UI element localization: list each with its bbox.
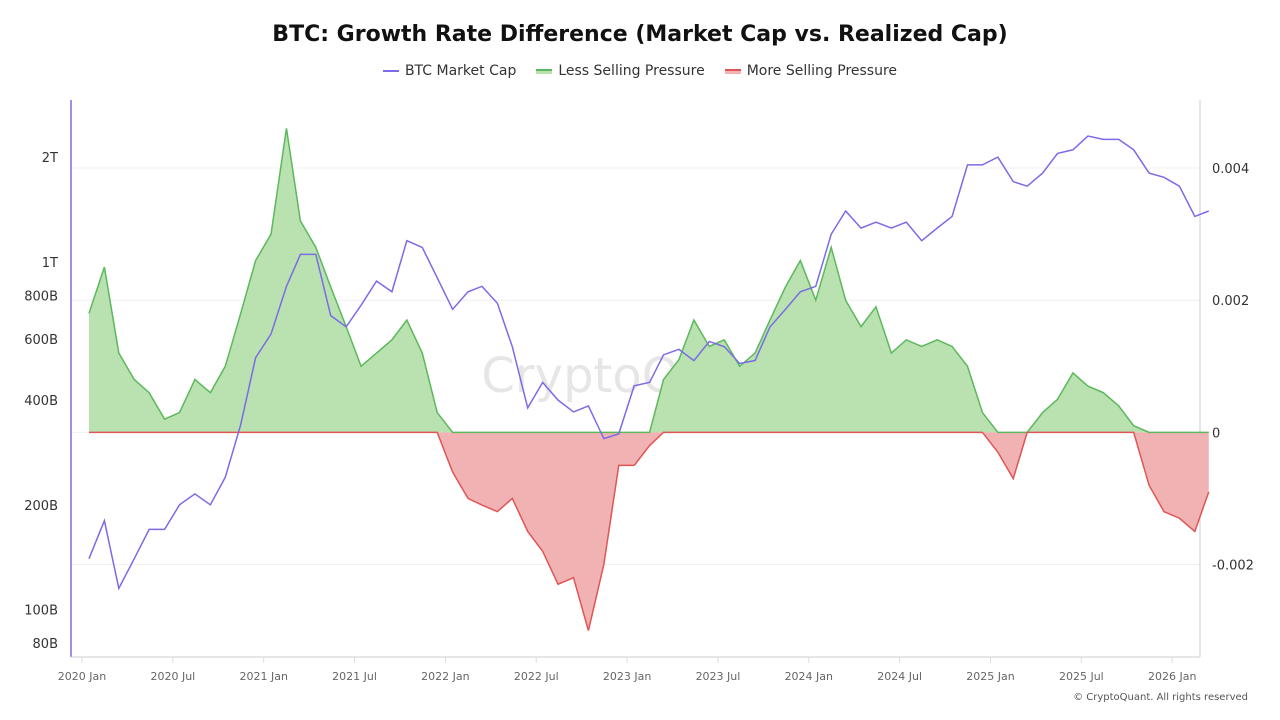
x-tick-label: 2024 Jul: [877, 670, 922, 683]
right-tick-label: 0.004: [1212, 162, 1249, 177]
right-tick-label: -0.002: [1212, 558, 1254, 573]
left-tick-label: 1T: [42, 256, 58, 271]
less-selling-line: [88, 128, 1209, 434]
x-tick-label: 2024 Jan: [785, 670, 833, 683]
legend-swatch: [382, 70, 399, 72]
legend: BTC Market Cap Less Selling Pressure Mor…: [0, 63, 1280, 79]
copyright: © CryptoQuant. All rights reserved: [1073, 692, 1248, 703]
legend-item-market-cap[interactable]: BTC Market Cap: [382, 63, 517, 79]
legend-label: Less Selling Pressure: [558, 63, 705, 79]
left-tick-label: 80B: [33, 637, 58, 652]
left-tick-label: 2T: [42, 151, 58, 166]
legend-label: More Selling Pressure: [746, 63, 898, 79]
left-tick-label: 600B: [24, 333, 58, 348]
legend-label: BTC Market Cap: [404, 63, 517, 79]
x-tick-label: 2020 Jul: [150, 670, 195, 683]
x-tick-label: 2020 Jan: [58, 670, 106, 683]
left-tick-label: 800B: [24, 289, 58, 304]
more-selling-line: [88, 431, 1210, 631]
right-tick-label: 0.002: [1212, 294, 1249, 309]
market-cap-line: [88, 135, 1210, 591]
right-tick-label: 0: [1212, 426, 1220, 441]
chart-title: BTC: Growth Rate Difference (Market Cap …: [272, 22, 1008, 47]
x-tick-label: 2022 Jul: [514, 670, 559, 683]
less-selling-area: [88, 128, 1209, 433]
x-tick-label: 2025 Jan: [966, 670, 1014, 683]
x-tick-label: 2022 Jan: [421, 670, 469, 683]
more-selling-area: [88, 432, 1209, 631]
x-tick-label: 2026 Jan: [1148, 670, 1196, 683]
x-tick-label: 2023 Jul: [696, 670, 741, 683]
legend-swatch: [724, 68, 741, 74]
legend-item-more-selling[interactable]: More Selling Pressure: [724, 63, 898, 79]
left-tick-label: 400B: [24, 394, 58, 409]
x-tick-label: 2023 Jan: [603, 670, 651, 683]
legend-item-less-selling[interactable]: Less Selling Pressure: [536, 63, 705, 79]
x-tick-label: 2021 Jul: [332, 670, 377, 683]
x-tick-label: 2021 Jan: [239, 670, 287, 683]
x-tick-label: 2025 Jul: [1059, 670, 1104, 683]
legend-swatch: [536, 68, 553, 74]
left-tick-label: 200B: [24, 499, 58, 514]
left-tick-label: 100B: [24, 603, 58, 618]
